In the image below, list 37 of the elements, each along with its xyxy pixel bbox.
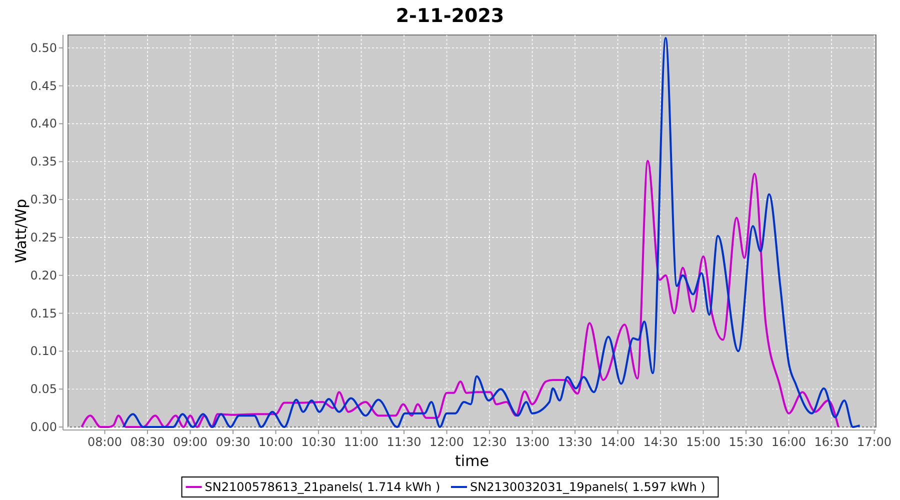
x-tick-label: 11:30 [386,435,422,449]
x-tick-label: 08:30 [130,435,165,449]
x-tick-label: 09:30 [216,435,250,449]
x-tick-label: 12:00 [429,435,464,449]
x-tick-label: 17:00 [856,435,892,449]
x-tick-label: 10:30 [301,435,336,449]
x-tick-label: 16:30 [814,435,849,449]
y-tick-label: 0.35 [30,154,57,169]
x-tick-label: 14:00 [600,435,636,449]
line-series [122,37,861,428]
x-tick-label: 13:30 [558,435,592,449]
x-tick-label: 10:00 [258,435,294,449]
y-tick-label: 0.10 [30,344,57,358]
x-tick-label: 08:00 [87,435,122,449]
x-tick-label: 09:00 [172,435,208,449]
x-tick-label: 14:30 [643,435,678,449]
x-tick-label: 13:00 [514,435,550,449]
y-tick-label: 0.25 [30,230,57,244]
y-tick-label: 0.15 [30,306,57,320]
legend-label: SN2100578613_21panels( 1.714 kWh ) [204,480,440,494]
legend-label: SN2130032031_19panels( 1.597 kWh ) [470,480,706,494]
y-tick-label: 0.20 [30,268,57,282]
y-tick-label: 0.45 [30,78,57,93]
x-tick-label: 11:00 [344,435,379,449]
y-tick-label: 0.05 [30,382,57,396]
y-axis-title: Watt/Wp [12,198,30,264]
x-tick-label: 16:00 [771,435,806,449]
chart-title: 2-11-2023 [396,5,504,27]
y-tick-label: 0.30 [30,192,57,207]
line-series [80,160,840,428]
x-tick-label: 12:30 [472,435,507,449]
x-tick-label: 15:00 [686,435,721,449]
y-tick-label: 0.50 [30,40,57,55]
x-tick-label: 15:30 [728,435,764,449]
y-tick-label: 0.00 [30,420,57,434]
x-axis-title: time [455,452,489,470]
y-tick-label: 0.40 [30,116,57,131]
